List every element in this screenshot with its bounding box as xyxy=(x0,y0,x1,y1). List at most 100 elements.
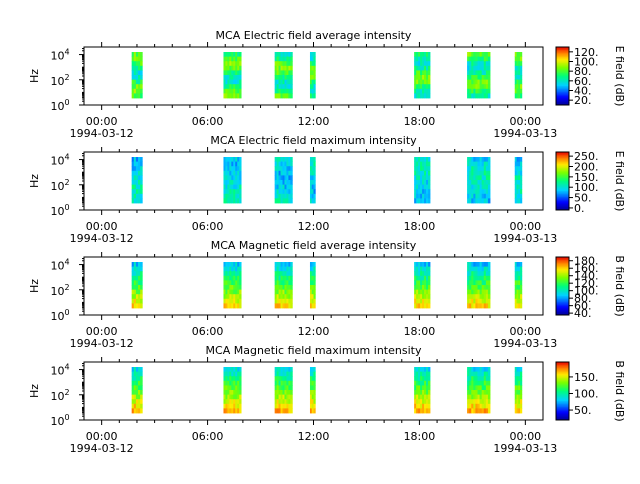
spectrogram-cell xyxy=(227,294,230,300)
spectrogram-cell xyxy=(426,70,429,76)
spectrogram-cell xyxy=(520,390,523,395)
spectrogram-cell xyxy=(426,157,429,162)
spectrogram-cell xyxy=(235,367,238,372)
spectrogram-cell xyxy=(481,70,485,76)
spectrogram-cell xyxy=(520,184,523,190)
colorbar-step xyxy=(556,166,569,169)
spectrogram-cell xyxy=(131,180,135,185)
colorbar-step xyxy=(556,176,569,179)
x-tick-label: 06:00 xyxy=(192,325,224,338)
spectrogram-cell xyxy=(416,189,419,195)
spectrogram-cell xyxy=(418,75,421,80)
colorbar-step xyxy=(556,58,569,61)
spectrogram-cell xyxy=(473,157,476,162)
spectrogram-cell xyxy=(309,303,313,309)
spectrogram-cell xyxy=(231,285,234,290)
spectrogram-segment xyxy=(223,367,242,414)
spectrogram-cell xyxy=(282,88,285,94)
spectrogram-cell xyxy=(223,180,226,185)
spectrogram-cell xyxy=(233,170,236,176)
spectrogram-cell xyxy=(288,157,291,162)
spectrogram-cell xyxy=(286,166,289,172)
spectrogram-cell xyxy=(475,56,478,62)
spectrogram-cell xyxy=(483,394,487,400)
y-tick-label: 100 xyxy=(50,308,69,323)
spectrogram-cell xyxy=(280,52,283,57)
colorbar-step xyxy=(556,312,569,314)
spectrogram-cell xyxy=(229,193,232,199)
spectrogram-cell xyxy=(469,52,472,57)
spectrogram-cell xyxy=(233,189,236,195)
colorbar-step xyxy=(556,405,569,408)
spectrogram-cell xyxy=(471,175,474,181)
spectrogram-cell xyxy=(475,84,478,90)
spectrogram-cell xyxy=(469,298,472,304)
spectrogram-cell xyxy=(290,84,293,90)
spectrogram-cell xyxy=(284,166,287,172)
spectrogram-cell xyxy=(309,161,313,167)
spectrogram-cell xyxy=(420,262,423,267)
spectrogram-cell xyxy=(418,157,421,162)
spectrogram-cell xyxy=(481,303,485,309)
spectrogram-cell xyxy=(138,70,141,76)
spectrogram-cell xyxy=(278,180,281,185)
spectrogram-cell xyxy=(426,262,429,267)
spectrogram-cell xyxy=(471,70,474,76)
colorbar-step xyxy=(556,49,569,52)
spectrogram-cell xyxy=(237,367,240,372)
spectrogram-cell xyxy=(420,399,423,405)
spectrogram-cell xyxy=(282,56,285,62)
spectrogram-cell xyxy=(311,376,314,382)
spectrogram-cell xyxy=(485,175,489,181)
spectrogram-cell xyxy=(227,390,230,395)
spectrogram-cell xyxy=(231,367,234,372)
spectrogram-cell xyxy=(229,285,232,290)
spectrogram-cell xyxy=(471,161,474,167)
spectrogram-cell xyxy=(231,289,234,295)
spectrogram-cell xyxy=(516,56,519,62)
spectrogram-cell xyxy=(473,408,476,414)
y-tick-label: 100 xyxy=(50,98,69,113)
spectrogram-cell xyxy=(485,280,489,286)
spectrogram-cell xyxy=(284,61,287,67)
spectrogram-cell xyxy=(282,303,285,309)
spectrogram-cell xyxy=(286,385,289,391)
spectrogram-cell xyxy=(467,275,470,281)
spectrogram-cell xyxy=(518,170,521,176)
spectrogram-cell xyxy=(428,65,431,71)
spectrogram-cell xyxy=(424,75,427,80)
spectrogram-cell xyxy=(233,180,236,185)
spectrogram-cell xyxy=(416,376,419,382)
spectrogram-cell xyxy=(288,262,291,267)
spectrogram-cell xyxy=(487,157,491,162)
spectrogram-cell xyxy=(288,399,291,405)
spectrogram-cell xyxy=(422,189,425,195)
spectrogram-cell xyxy=(284,303,287,309)
spectrogram-cell xyxy=(237,399,240,405)
colorbar-step xyxy=(556,372,569,374)
spectrogram-cell xyxy=(424,280,427,286)
spectrogram-cell xyxy=(475,75,478,80)
spectrogram-cell xyxy=(518,93,521,99)
spectrogram-cell xyxy=(481,184,485,190)
spectrogram-cell xyxy=(138,371,141,377)
spectrogram-cell xyxy=(276,376,279,382)
spectrogram-cell xyxy=(284,157,287,162)
spectrogram-cell xyxy=(140,271,143,277)
spectrogram-cell xyxy=(479,289,483,295)
spectrogram-cell xyxy=(313,390,316,395)
spectrogram-cell xyxy=(229,175,232,181)
spectrogram-cell xyxy=(479,180,483,185)
spectrogram-cell xyxy=(135,403,139,409)
spectrogram-cell xyxy=(131,52,135,57)
spectrogram-cell xyxy=(286,175,289,181)
spectrogram-cell xyxy=(467,294,470,300)
spectrogram-cell xyxy=(140,266,143,272)
spectrogram-cell xyxy=(487,79,491,85)
spectrogram-cell xyxy=(229,262,232,267)
spectrogram-cell xyxy=(278,84,281,90)
spectrogram-cell xyxy=(479,390,483,395)
spectrogram-cell xyxy=(131,166,135,172)
spectrogram-cell xyxy=(514,294,517,300)
spectrogram-cell xyxy=(288,84,291,90)
